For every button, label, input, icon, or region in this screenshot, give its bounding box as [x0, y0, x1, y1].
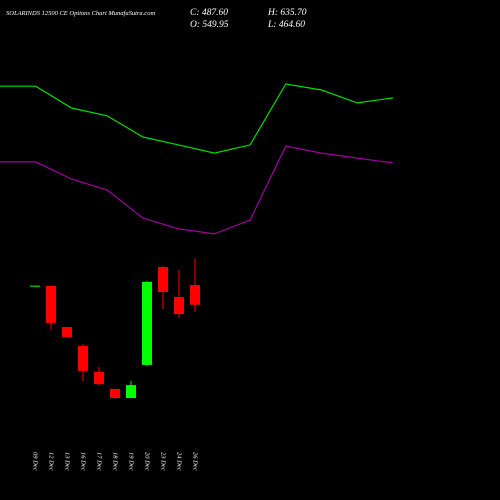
low-text: L: 464.60 [267, 20, 305, 30]
indicator-line [0, 83, 394, 154]
x-tick-label: 19 Dec [128, 452, 135, 471]
close-text: C: 487.60 [190, 8, 228, 18]
candle-body [190, 285, 200, 305]
high-text: H: 635.70 [267, 8, 307, 18]
candle-body [110, 388, 120, 399]
candle-body [126, 385, 136, 399]
x-tick-label: 20 Dec [144, 452, 151, 471]
indicator-line [0, 145, 394, 235]
x-tick-label: 18 Dec [112, 452, 119, 471]
candle-body [46, 285, 56, 323]
candle-body [94, 371, 104, 385]
x-tick-label: 17 Dec [96, 452, 103, 471]
candle-body [142, 281, 152, 365]
candle-body [62, 327, 72, 338]
open-text: O: 549.95 [190, 20, 229, 30]
x-tick-label: 16 Dec [80, 452, 87, 471]
x-tick-label: 12 Dec [48, 452, 55, 471]
x-tick-label: 23 Dec [160, 452, 167, 471]
candle-body [78, 345, 88, 371]
candle-body [174, 297, 184, 315]
x-tick-label: 09 Dec [32, 452, 39, 471]
candle-body [30, 285, 40, 287]
x-tick-label: 24 Dec [176, 452, 183, 471]
x-tick-label: 13 Dec [64, 452, 71, 471]
x-tick-label: 26 Dec [192, 452, 199, 471]
candle-body [158, 267, 168, 292]
chart-title: SOLARINDS 12500 CE Options Chart MunafaS… [6, 10, 155, 17]
